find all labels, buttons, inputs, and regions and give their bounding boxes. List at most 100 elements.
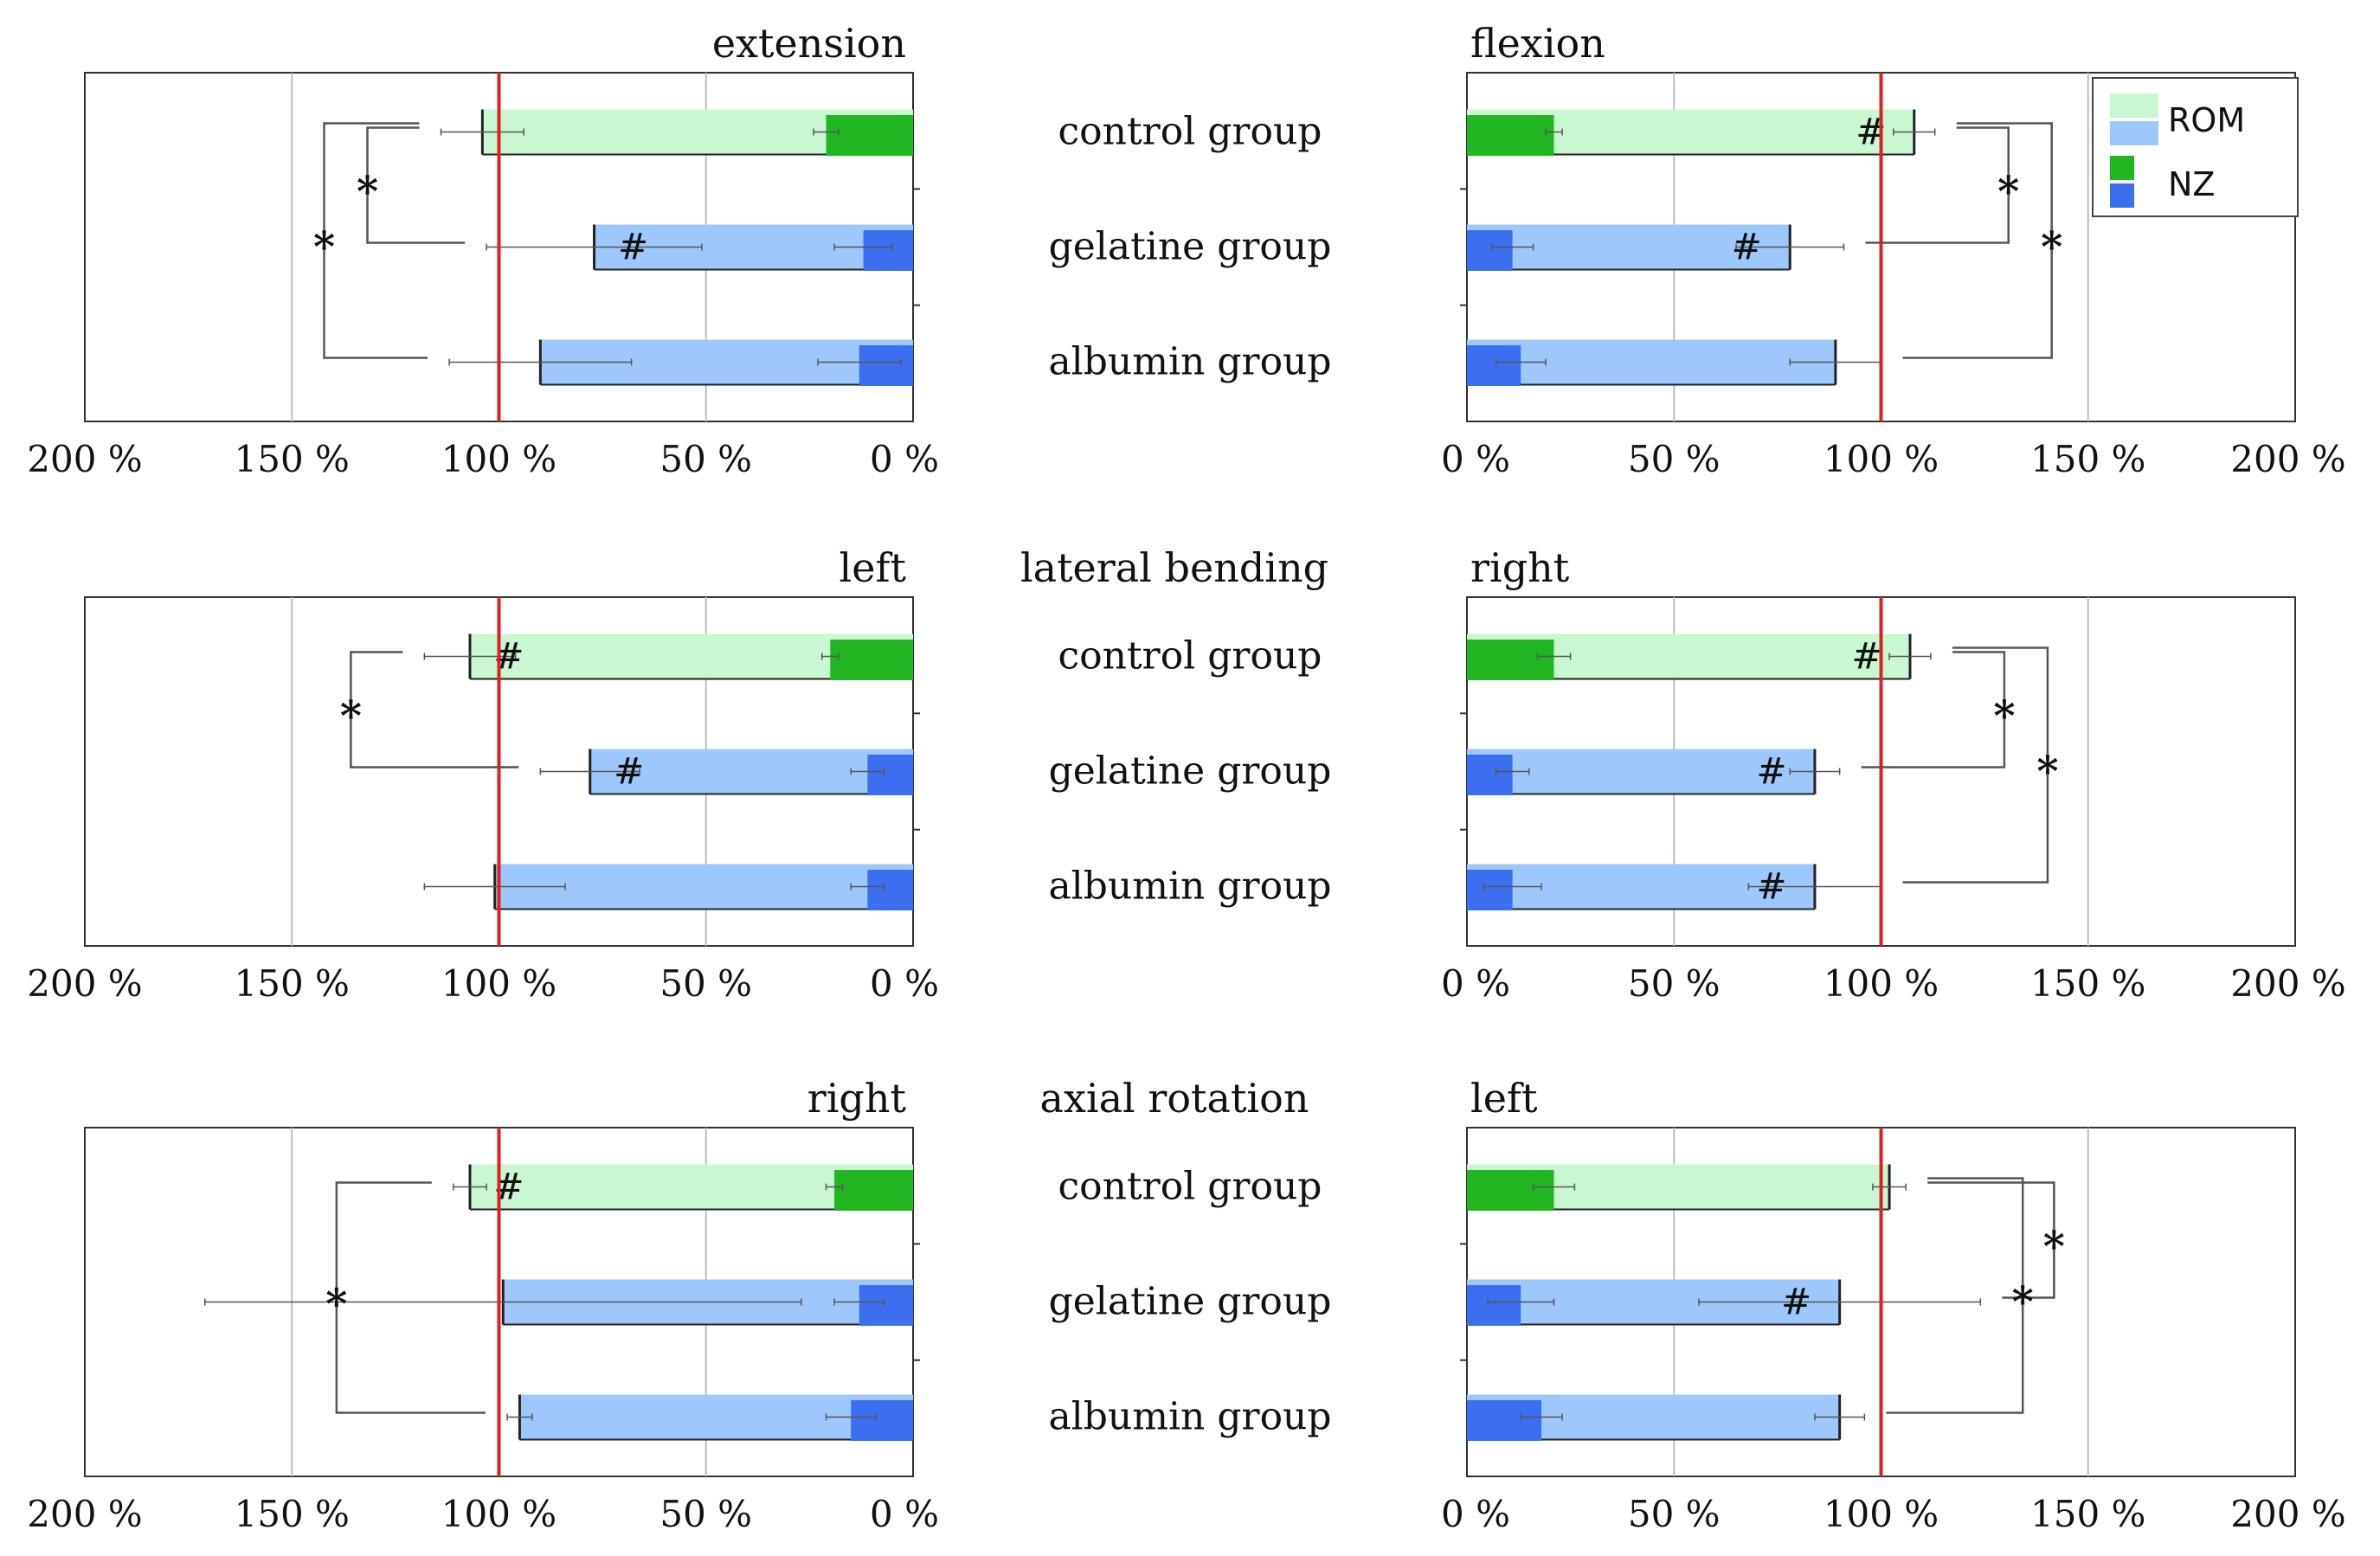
tick-label: 100 %: [441, 962, 556, 1005]
category-label: control group: [1058, 634, 1322, 678]
panel-title: right: [807, 1075, 907, 1122]
significance-star: *: [357, 168, 378, 216]
category-label: control group: [1058, 1165, 1322, 1209]
tick-label: 0 %: [870, 962, 939, 1005]
legend-swatch: [2110, 183, 2134, 208]
significance-star: *: [340, 692, 362, 741]
tick-label: 50 %: [659, 438, 752, 480]
tick-label: 150 %: [235, 1493, 350, 1535]
significance-star: *: [2036, 748, 2058, 796]
significance-star: *: [1997, 168, 2019, 216]
panel-title: left: [1470, 1075, 1538, 1122]
nz-bar: [867, 755, 913, 795]
significance-bracket: [323, 122, 428, 359]
chart-panel-6: #0 % 50 % 100 % 150 % 200 % left **: [1441, 1075, 2346, 1535]
tick-label: 100 %: [441, 438, 556, 480]
category-label: albumin group: [1048, 1394, 1331, 1438]
category-label: albumin group: [1048, 339, 1331, 383]
nz-bar: [867, 869, 913, 910]
legend: ROM NZ: [2092, 77, 2299, 217]
tick-label: 50 %: [1628, 962, 1721, 1005]
legend-swatch: [2110, 121, 2158, 145]
nz-bar: [1467, 344, 1521, 386]
tick-label: 200 %: [2230, 962, 2345, 1005]
category-label: gelatine group: [1049, 749, 1332, 794]
hash-marker: #: [1851, 635, 1881, 678]
tick-label: 50 %: [1628, 1493, 1721, 1535]
chart-panel-3: ##200 % 150 % 100 % 50 % 0 %left*: [27, 544, 939, 1005]
significance-bracket: [350, 651, 519, 768]
nz-bar: [863, 230, 913, 271]
legend-label: NZ: [2168, 165, 2215, 203]
nz-bar: [830, 640, 913, 681]
tick-label: 200 %: [2230, 1493, 2345, 1535]
nz-bar: [1467, 869, 1513, 910]
tick-label: 100 %: [1824, 1493, 1939, 1535]
nz-bar: [1467, 755, 1513, 795]
tick-label: 150 %: [235, 962, 350, 1005]
tick-label: 150 %: [2030, 438, 2145, 480]
nz-bar: [1467, 1399, 1542, 1441]
tick-label: 200 %: [27, 1493, 142, 1535]
significance-bracket: [1902, 646, 2049, 884]
section-title: lateral bending: [1020, 544, 1328, 591]
tick-label: 200 %: [27, 962, 142, 1005]
nz-bar: [834, 1170, 913, 1212]
hash-marker: #: [1781, 1281, 1811, 1323]
category-label: gelatine group: [1049, 225, 1332, 269]
tick-label: 0 %: [870, 438, 939, 480]
legend-label: ROM: [2168, 101, 2245, 139]
tick-label: 150 %: [2030, 1493, 2145, 1535]
tick-label: 200 %: [27, 438, 142, 480]
legend-swatch: [2110, 156, 2134, 180]
tick-label: 50 %: [659, 962, 752, 1005]
hash-marker: #: [1756, 865, 1786, 907]
tick-label: 150 %: [2030, 962, 2145, 1005]
significance-star: *: [2043, 1223, 2065, 1271]
category-label: albumin group: [1048, 864, 1331, 908]
legend-swatch: [2110, 93, 2158, 118]
nz-bar: [1467, 640, 1554, 681]
tick-label: 150 %: [235, 438, 350, 480]
category-label: gelatine group: [1049, 1280, 1332, 1324]
significance-bracket: [335, 1181, 486, 1414]
significance-star: *: [313, 223, 335, 272]
hash-marker: #: [1756, 750, 1786, 793]
significance-bracket: [1886, 1177, 2024, 1414]
tick-label: 0 %: [1441, 962, 1510, 1005]
significance-star: *: [2041, 223, 2062, 272]
panel-title: flexion: [1470, 20, 1605, 67]
chart-panel-5: #200 % 150 % 100 % 50 % 0 %right*: [27, 1075, 939, 1535]
nz-bar: [859, 344, 913, 386]
section-title: axial rotation: [1040, 1075, 1309, 1122]
nz-bar: [1467, 1170, 1554, 1212]
category-label: control group: [1058, 110, 1322, 154]
tick-label: 100 %: [1824, 962, 1939, 1005]
nz-bar: [1467, 1285, 1521, 1326]
tick-label: 50 %: [1628, 438, 1721, 480]
significance-bracket: [366, 126, 466, 244]
chart-panel-4: # # #0 % 50 % 100 % 150 % 200 % right * *: [1441, 544, 2346, 1005]
significance-star: *: [325, 1281, 347, 1329]
panel-title: right: [1470, 544, 1570, 591]
tick-label: 0 %: [1441, 1493, 1510, 1535]
panel-title: left: [839, 544, 907, 591]
tick-label: 0 %: [1441, 438, 1510, 480]
hash-marker: #: [618, 226, 648, 268]
chart-panel-1: #200 % 150 % 100 % 50 % 0 % extension * *: [27, 20, 939, 480]
hash-marker: #: [614, 750, 644, 793]
tick-label: 50 %: [659, 1493, 752, 1535]
significance-star: *: [1993, 692, 2015, 741]
nz-bar: [859, 1285, 913, 1326]
nz-bar: [1467, 230, 1513, 271]
nz-bar: [1467, 115, 1554, 157]
tick-label: 200 %: [2230, 438, 2345, 480]
significance-bracket: [1861, 651, 2006, 768]
nz-bar: [826, 115, 913, 157]
significance-star: *: [2012, 1278, 2034, 1327]
significance-bracket: [1902, 122, 2053, 359]
tick-label: 100 %: [1824, 438, 1939, 480]
significance-bracket: [1927, 1181, 2055, 1299]
significance-bracket: [1865, 126, 2010, 244]
